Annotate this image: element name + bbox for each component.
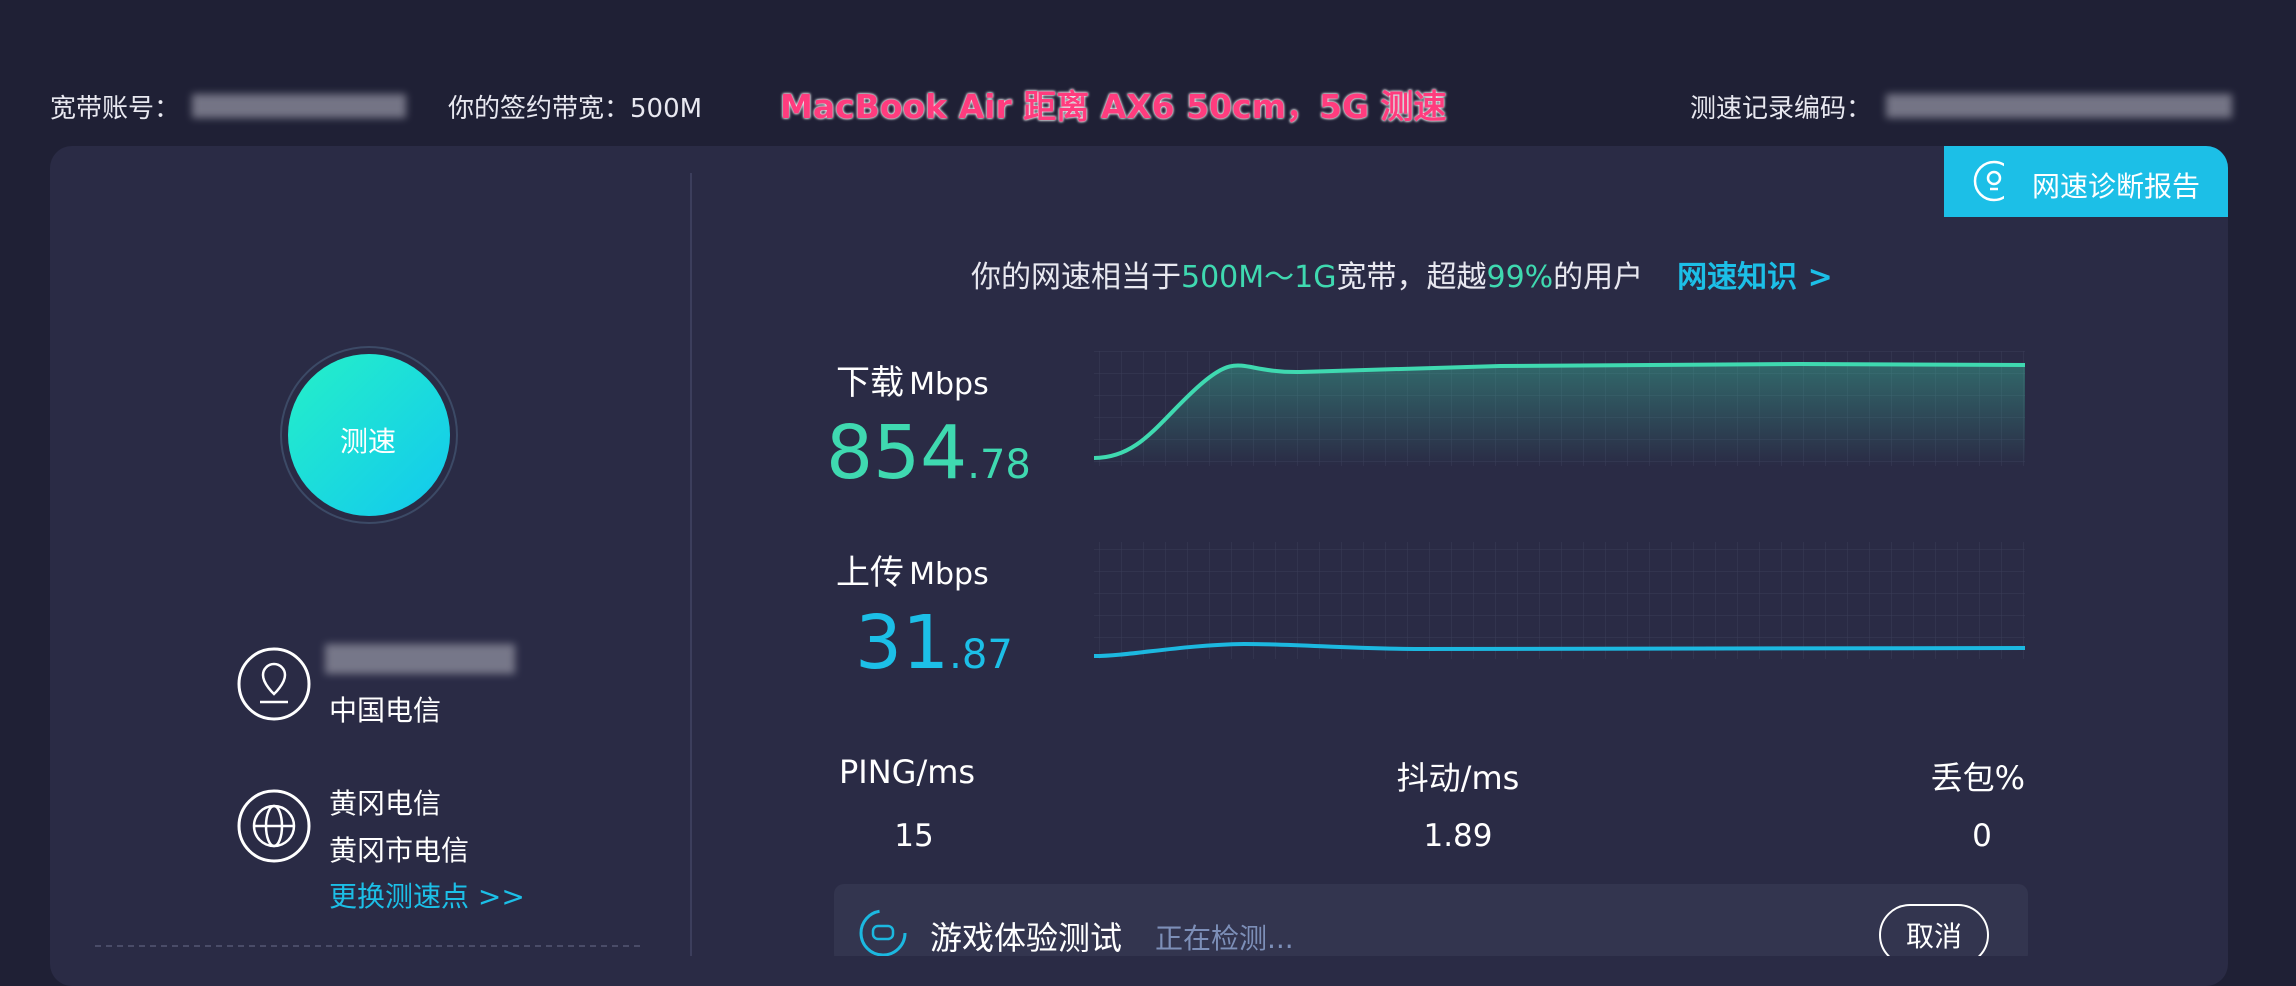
highlight: 500M～1G xyxy=(1181,260,1337,295)
label: 上传 xyxy=(836,553,904,593)
report-button[interactable]: 网速诊断报告 xyxy=(1944,146,2228,217)
bulb-icon xyxy=(1973,160,2004,202)
integer: 854 xyxy=(826,410,968,496)
decor xyxy=(95,173,2026,956)
jitter-label: 抖动/ms xyxy=(1396,759,1520,797)
ping-value: 15 xyxy=(894,818,934,854)
upload-value: 31.87 xyxy=(855,600,1013,686)
server-isp: 黄冈市电信 xyxy=(329,834,470,867)
loss-value: 0 xyxy=(1972,818,1992,854)
redacted xyxy=(325,644,515,674)
summary: 你的网速相当于500M～1G宽带，超越99%的用户 网速知识 > xyxy=(971,252,1833,296)
server: 黄冈电信 xyxy=(329,787,442,820)
cancel-button[interactable]: 取消 xyxy=(1905,920,1963,953)
bandwidth: 你的签约带宽：500M xyxy=(448,94,703,124)
page: 宽带账号： 你的签约带宽：500M MacBook Air 距离 AX6 50c… xyxy=(50,87,2232,986)
redacted xyxy=(1886,94,2232,118)
decimal: .87 xyxy=(949,632,1013,678)
loss-label: 丢包% xyxy=(1930,759,2025,797)
text: 你的网速相当于 xyxy=(971,260,1181,295)
ping-label: PING/ms xyxy=(839,753,976,791)
account-label: 宽带账号： xyxy=(50,94,181,124)
game-test-title: 游戏体验测试 xyxy=(930,919,1123,957)
game-test-status: 正在检测... xyxy=(1155,922,1294,955)
button-label: 测速 xyxy=(340,425,397,458)
speed-test-button[interactable] xyxy=(288,354,450,516)
report-label: 网速诊断报告 xyxy=(2032,170,2201,203)
record-label: 测速记录编码： xyxy=(1690,94,1873,124)
integer: 31 xyxy=(855,600,950,686)
text: 宽带，超越 xyxy=(1336,260,1487,295)
annotation: MacBook Air 距离 AX6 50cm，5G 测速 xyxy=(780,87,1447,126)
isp: 中国电信 xyxy=(329,694,442,727)
decimal: .78 xyxy=(967,442,1031,488)
label: 下载 xyxy=(836,363,904,403)
unit: Mbps xyxy=(909,367,989,402)
download-value: 854.78 xyxy=(826,410,1031,496)
redacted xyxy=(192,94,406,118)
highlight: 99% xyxy=(1486,260,1554,295)
upload-label: 上传 Mbps xyxy=(836,545,989,594)
link[interactable]: 网速知识 > xyxy=(1677,260,1833,295)
unit: Mbps xyxy=(909,557,989,592)
jitter-value: 1.89 xyxy=(1423,818,1493,854)
download-label: 下载 Mbps xyxy=(836,355,989,404)
change-server[interactable]: 更换测速点 >> xyxy=(329,880,525,913)
text: 的用户 xyxy=(1553,260,1644,295)
